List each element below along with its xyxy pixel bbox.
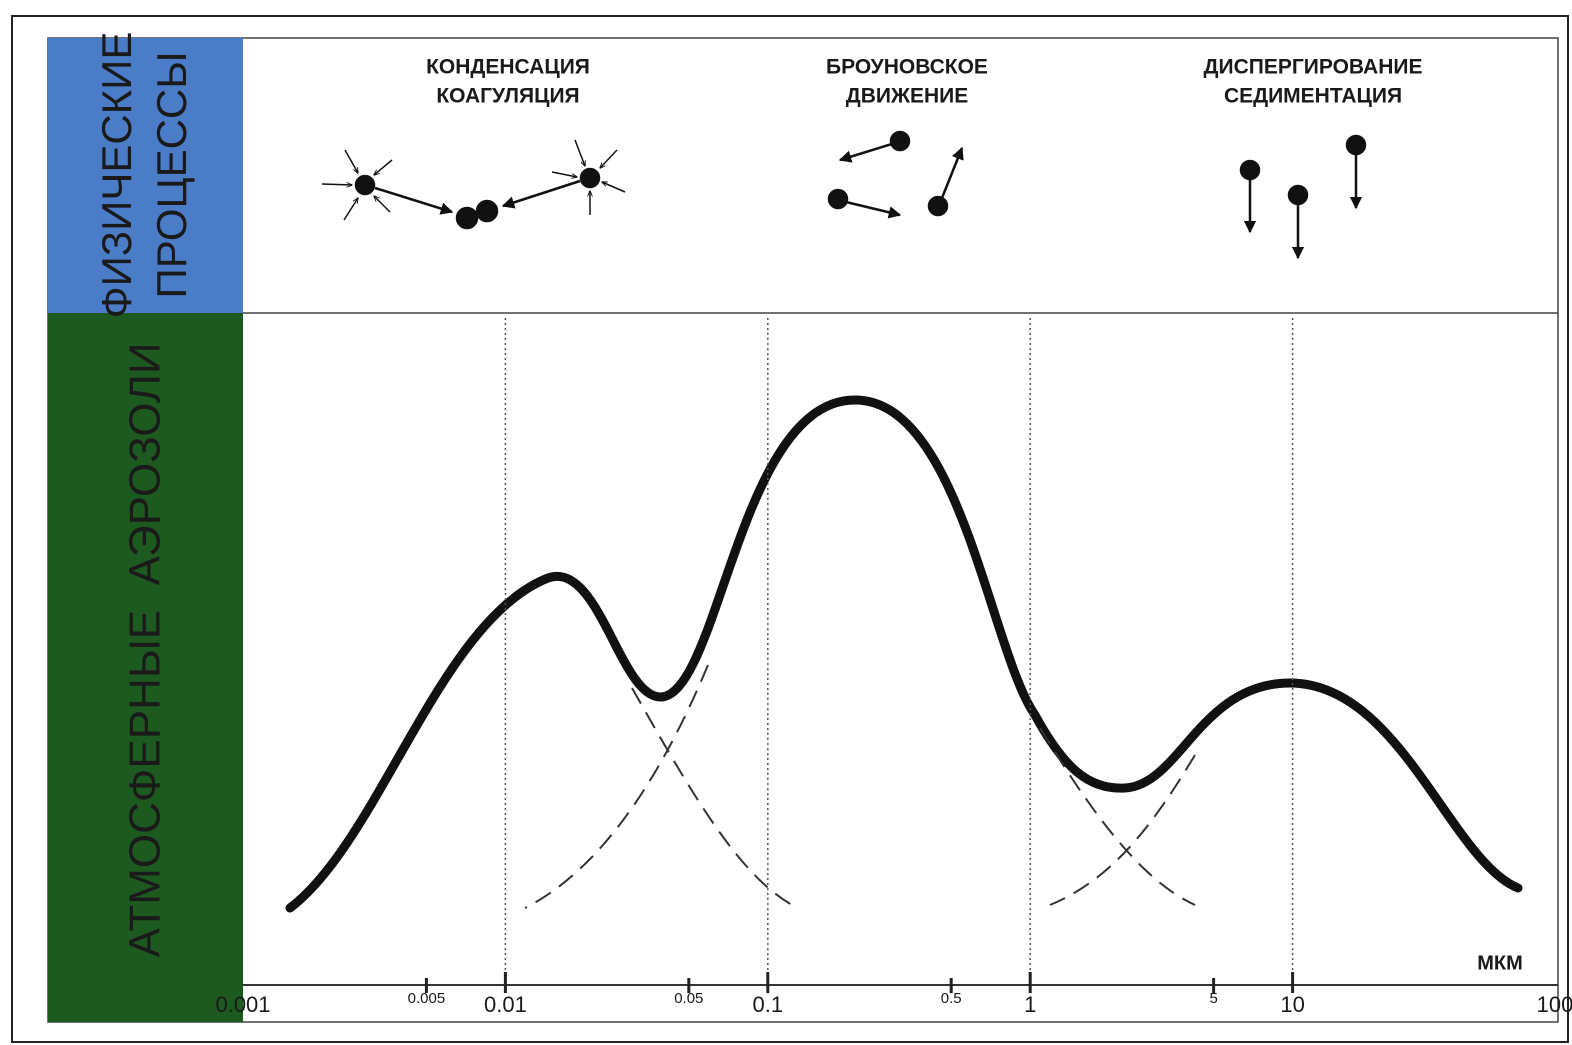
x-tick-label: 0.005 bbox=[408, 990, 446, 1007]
x-tick-label: 5 bbox=[1209, 990, 1217, 1007]
outer-frame bbox=[12, 16, 1568, 1042]
inner-frame bbox=[48, 38, 1558, 1022]
process-title: СЕДИМЕНТАЦИЯ bbox=[1224, 85, 1402, 108]
process-title: ДВИЖЕНИЕ bbox=[846, 85, 968, 108]
process-title: БРОУНОВСКОЕ bbox=[826, 56, 988, 79]
x-tick-label: 0.05 bbox=[674, 990, 703, 1007]
x-tick-label: 0.001 bbox=[215, 992, 270, 1017]
diagram: ФИЗИЧЕСКИЕ ПРОЦЕССЫ АТМОСФЕРНЫЕ АЭРОЗОЛИ… bbox=[0, 0, 1572, 1045]
sedimentation-icon bbox=[1241, 136, 1365, 258]
x-tick-label: 0.01 bbox=[484, 992, 527, 1017]
x-tick-label: 0.1 bbox=[753, 992, 784, 1017]
side-label: АТМОСФЕРНЫЕ АЭРОЗОЛИ bbox=[121, 342, 170, 957]
x-tick-label: 1 bbox=[1024, 992, 1036, 1017]
x-tick-label: 10 bbox=[1280, 992, 1304, 1017]
coagulation-icon bbox=[322, 140, 625, 228]
x-tick-label: 100 bbox=[1537, 992, 1572, 1017]
distribution-curve bbox=[290, 400, 1518, 908]
side-label: ФИЗИЧЕСКИЕ bbox=[93, 32, 140, 319]
process-band bbox=[48, 38, 243, 313]
side-label: ПРОЦЕССЫ bbox=[148, 52, 195, 299]
process-title: КОНДЕНСАЦИЯ bbox=[426, 56, 590, 79]
brownian-icon bbox=[829, 132, 962, 215]
x-unit: МКМ bbox=[1477, 952, 1523, 974]
process-title: КОАГУЛЯЦИЯ bbox=[436, 85, 579, 108]
process-title: ДИСПЕРГИРОВАНИЕ bbox=[1204, 56, 1423, 79]
x-tick-label: 0.5 bbox=[941, 990, 962, 1007]
